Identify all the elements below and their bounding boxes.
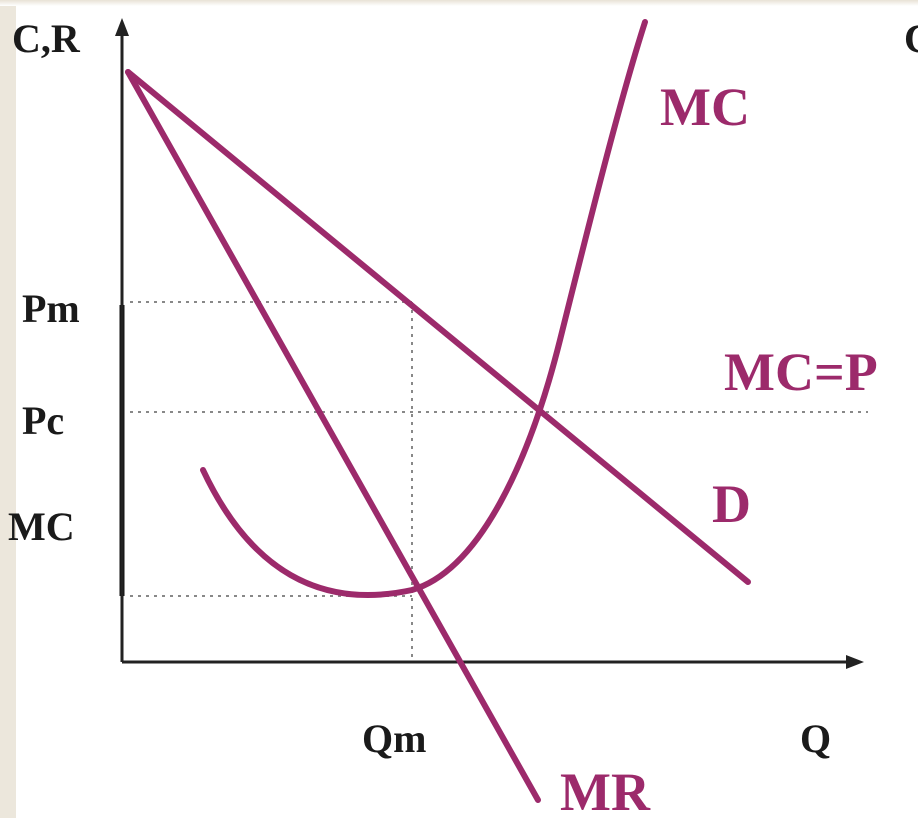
demand-curve-label: D (712, 474, 751, 534)
x-tick-quantity-monopoly: Qm (362, 716, 426, 761)
marginal-cost-curve (200, 19, 648, 598)
demand-curve (125, 69, 751, 585)
slide-top-border (0, 0, 918, 6)
y-tick-price-competitive: Ρc (22, 398, 64, 443)
marginal-revenue-label: MR (560, 762, 651, 818)
marginal-revenue-curve (125, 69, 541, 803)
slide-border (0, 0, 16, 818)
y-axis-arrow (115, 18, 129, 36)
y-axis-label: C,R (12, 16, 81, 61)
y-tick-marginal-cost: MC (8, 504, 75, 549)
x-axis-arrow (846, 655, 864, 669)
y-tick-price-monopoly: Ρm (22, 286, 80, 331)
mc-equals-p-label: MC=Ρ (724, 342, 878, 402)
x-axis-label: Q (800, 716, 831, 761)
mc-curve-label: MC (660, 77, 750, 137)
cut-off-label: C (904, 16, 918, 61)
